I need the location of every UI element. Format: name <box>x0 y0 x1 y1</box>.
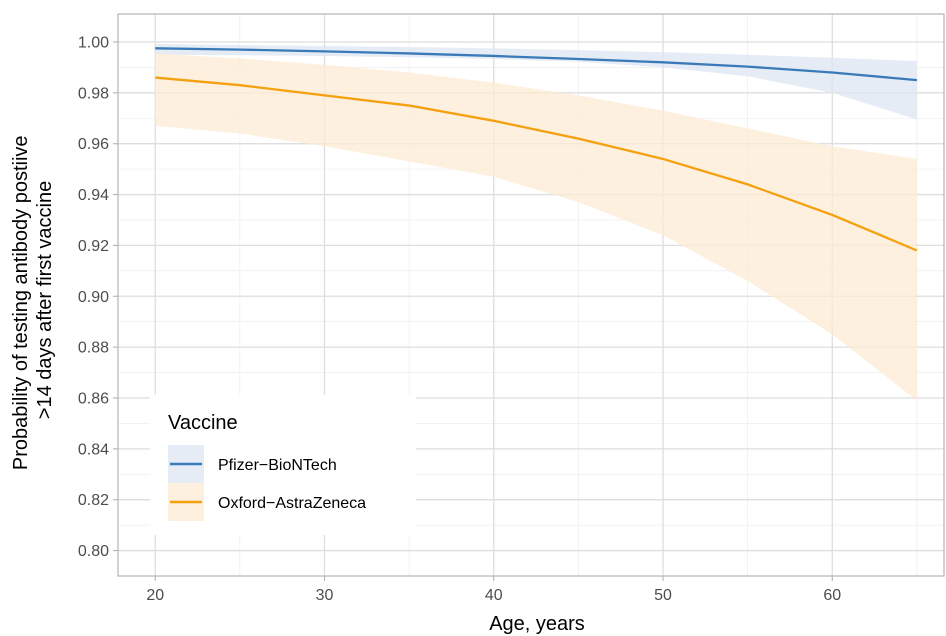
series-line-1 <box>155 76 918 252</box>
y-tick-label: 0.80 <box>78 543 109 560</box>
y-tick-label: 0.82 <box>78 492 109 509</box>
series-lines <box>155 47 918 252</box>
x-axis-title: Age, years <box>489 613 585 635</box>
y-axis-title-line-1: Probability of testing antibody postiive <box>10 135 32 470</box>
y-tick-label: 0.98 <box>78 85 109 102</box>
y-tick-label: 0.90 <box>78 289 109 306</box>
legend-label-astrazeneca: Oxford−AstraZeneca <box>218 495 366 512</box>
y-tick-label: 0.94 <box>78 187 109 204</box>
confidence-band-0 <box>155 44 917 120</box>
x-tick-label: 40 <box>485 587 503 604</box>
legend-label-pfizer: Pfizer−BioNTech <box>218 457 337 474</box>
y-axis-ticks: 0.80 0.82 0.84 0.86 0.88 0.90 0.92 0.94 0.96 0.98… <box>78 34 118 560</box>
y-tick-label: 0.86 <box>78 390 109 407</box>
y-tick-label: 1.00 <box>78 34 109 51</box>
y-tick-label: 0.96 <box>78 136 109 153</box>
x-tick-label: 20 <box>146 587 164 604</box>
y-axis-title-line-2: >14 days after first vaccine <box>34 181 56 419</box>
x-tick-label: 50 <box>654 587 672 604</box>
y-tick-label: 0.88 <box>78 340 109 357</box>
confidence-band-1 <box>155 53 917 401</box>
plot-panel-border <box>117 13 945 577</box>
legend: Vaccine Pfizer−BioNTech Oxford−AstraZene… <box>150 395 416 535</box>
confidence-bands <box>155 44 917 401</box>
x-tick-label: 60 <box>823 587 841 604</box>
x-axis-ticks: 20 30 40 50 60 <box>146 576 841 604</box>
y-axis-title: Probability of testing antibody postiive… <box>10 130 56 470</box>
y-tick-label: 0.84 <box>78 441 109 458</box>
series-line-0 <box>155 47 918 82</box>
y-tick-label: 0.92 <box>78 238 109 255</box>
legend-title: Vaccine <box>168 412 238 434</box>
x-tick-label: 30 <box>316 587 334 604</box>
